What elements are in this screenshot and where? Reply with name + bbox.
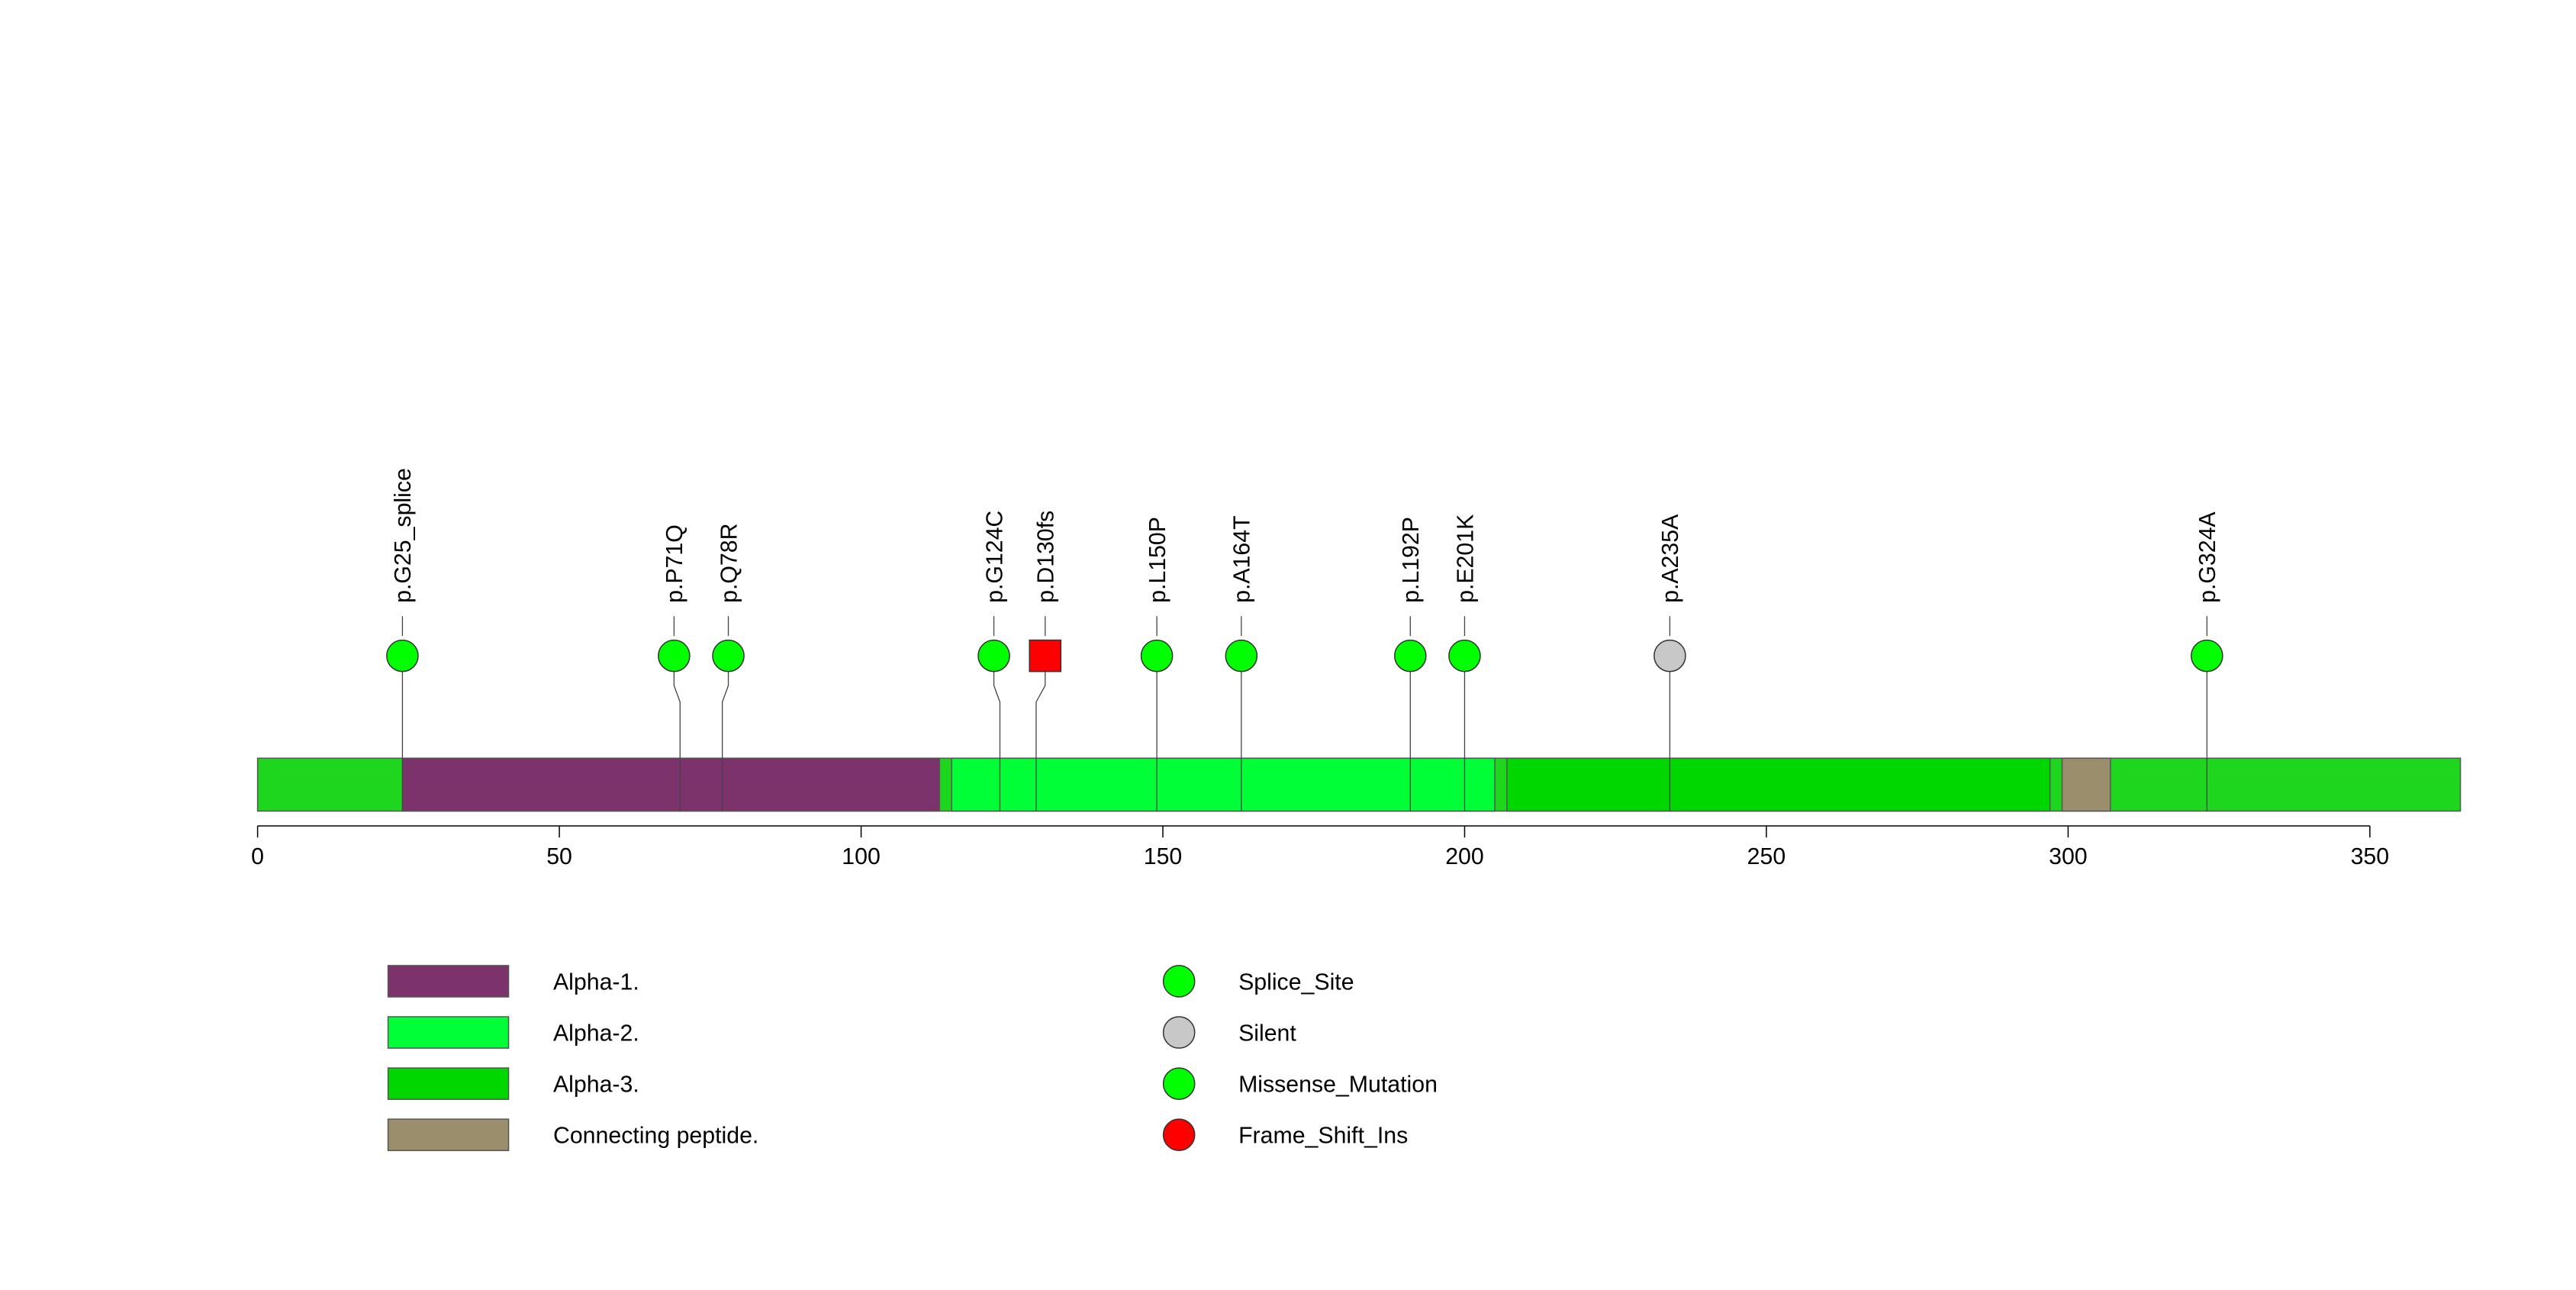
legend-mutation-label: Silent bbox=[1238, 1021, 1296, 1046]
legend-mutation-label: Frame_Shift_Ins bbox=[1238, 1124, 1408, 1149]
mutation-marker-circle bbox=[1225, 639, 1258, 672]
mutation-marker-circle bbox=[1393, 639, 1427, 672]
mutation-label: p.P71Q bbox=[662, 524, 687, 603]
legend-domain-swatch bbox=[387, 1016, 510, 1049]
domain-2 bbox=[951, 757, 1496, 812]
mutation-label: p.G124C bbox=[982, 511, 1007, 603]
mutation-marker-circle bbox=[712, 639, 745, 672]
mutation-label: p.L192P bbox=[1399, 517, 1424, 603]
mutation-label: p.Q78R bbox=[716, 524, 742, 603]
mutation-marker-circle bbox=[1448, 639, 1481, 672]
domain-4 bbox=[2061, 757, 2111, 812]
x-axis-tick-label: 50 bbox=[546, 844, 572, 869]
mutation-label: p.G324A bbox=[2195, 511, 2220, 603]
mutation-marker-circle bbox=[2191, 639, 2223, 672]
legend-mutation-marker bbox=[1162, 965, 1196, 998]
x-axis-tick-label: 250 bbox=[1747, 844, 1786, 869]
mutation-marker-circle bbox=[386, 639, 419, 672]
mutation-legend: Splice_Site Silent Missense_Mutation Frame_… bbox=[1162, 965, 1438, 1152]
x-axis-tick-label: 0 bbox=[251, 844, 264, 869]
mutation-marker-circle bbox=[658, 639, 691, 672]
mutation-marker-circle bbox=[977, 639, 1010, 672]
legend-domain-swatch bbox=[387, 1067, 510, 1100]
legend-mutation-label: Missense_Mutation bbox=[1238, 1072, 1438, 1097]
mutation-marker-circle bbox=[1653, 639, 1686, 672]
mutation-label: p.A164T bbox=[1230, 515, 1255, 602]
legend-mutation-marker bbox=[1162, 1067, 1196, 1100]
legend-mutation-marker bbox=[1162, 1016, 1196, 1049]
domain-1 bbox=[401, 757, 941, 812]
x-axis-tick-label: 150 bbox=[1144, 844, 1183, 869]
x-axis-tick-label: 200 bbox=[1445, 844, 1484, 869]
x-axis: 0 50 100 150 200 250 300 350 bbox=[251, 825, 2390, 869]
mutation-label: p.G25_splice bbox=[391, 468, 416, 603]
legend-mutation-label: Splice_Site bbox=[1238, 969, 1354, 995]
domain-group bbox=[401, 757, 2111, 812]
legend-domain-label: Alpha-3. bbox=[553, 1072, 639, 1097]
mutation-group: p.G25_splice p.P71Q p.Q78R p.G124C p.D130fs p… bbox=[386, 468, 2223, 811]
legend-domain-swatch bbox=[387, 1118, 510, 1152]
x-axis-tick-label: 350 bbox=[2351, 844, 2390, 869]
mutation-marker-circle bbox=[1140, 639, 1174, 672]
legend-domain-label: Alpha-2. bbox=[553, 1021, 639, 1046]
mutation-label: p.L150P bbox=[1145, 517, 1170, 603]
mutation-label: p.A235A bbox=[1658, 514, 1683, 603]
legend-domain-label: Connecting peptide. bbox=[553, 1124, 758, 1149]
domain-legend: Alpha-1. Alpha-2. Alpha-3. Connecting pepti… bbox=[387, 965, 758, 1152]
domain-3 bbox=[1506, 757, 2051, 812]
legend-domain-label: Alpha-1. bbox=[553, 969, 639, 995]
x-axis-tick-label: 100 bbox=[842, 844, 881, 869]
mutation-label: p.E201K bbox=[1453, 514, 1478, 603]
legend-mutation-marker bbox=[1162, 1118, 1196, 1152]
legend-domain-swatch bbox=[387, 965, 510, 998]
x-axis-tick-label: 300 bbox=[2049, 844, 2088, 869]
mutation-marker-square bbox=[1029, 639, 1062, 672]
mutation-label: p.D130fs bbox=[1034, 511, 1059, 603]
